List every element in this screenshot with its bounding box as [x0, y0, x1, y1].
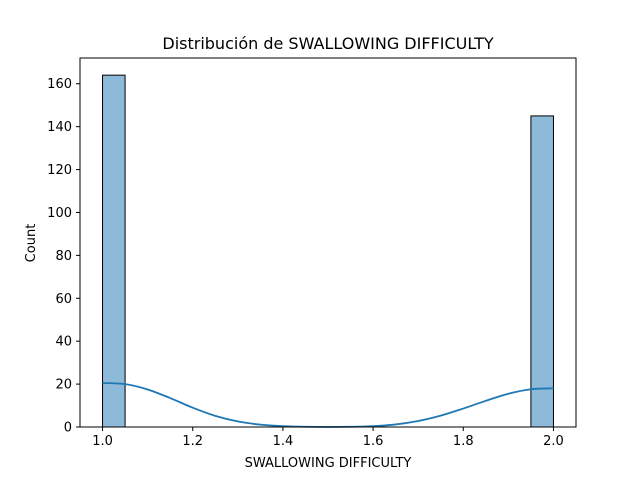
kde-line [102, 382, 554, 428]
axes-frame [79, 57, 577, 428]
x-tick-label: 1.2 [182, 434, 203, 449]
x-tick-label: 1.0 [92, 434, 113, 449]
x-tick-label: 1.4 [273, 434, 294, 449]
y-tick-label: 40 [55, 335, 72, 350]
chart-title: Distribución de SWALLOWING DIFFICULTY [162, 34, 493, 53]
x-tick-label: 1.8 [453, 434, 474, 449]
y-tick-label: 120 [47, 163, 72, 178]
histogram-bar [102, 74, 126, 428]
y-tick-label: 60 [55, 292, 72, 307]
y-tick-label: 160 [47, 77, 72, 92]
y-tick-label: 20 [55, 378, 72, 393]
x-axis-label: SWALLOWING DIFFICULTY [245, 456, 412, 471]
y-axis-label: Count [24, 224, 39, 263]
plot-area: 1.0 1.2 1.4 1.6 1.8 2.0 0 20 40 60 80 100 120 140 160 [47, 57, 577, 449]
y-tick-label: 140 [47, 120, 72, 135]
x-tick-label: 2.0 [543, 434, 564, 449]
y-tick-label: 0 [64, 421, 72, 436]
y-tick-label: 100 [47, 206, 72, 221]
x-tick-label: 1.6 [363, 434, 384, 449]
y-tick-label: 80 [55, 249, 72, 264]
histogram-bar [530, 115, 554, 428]
